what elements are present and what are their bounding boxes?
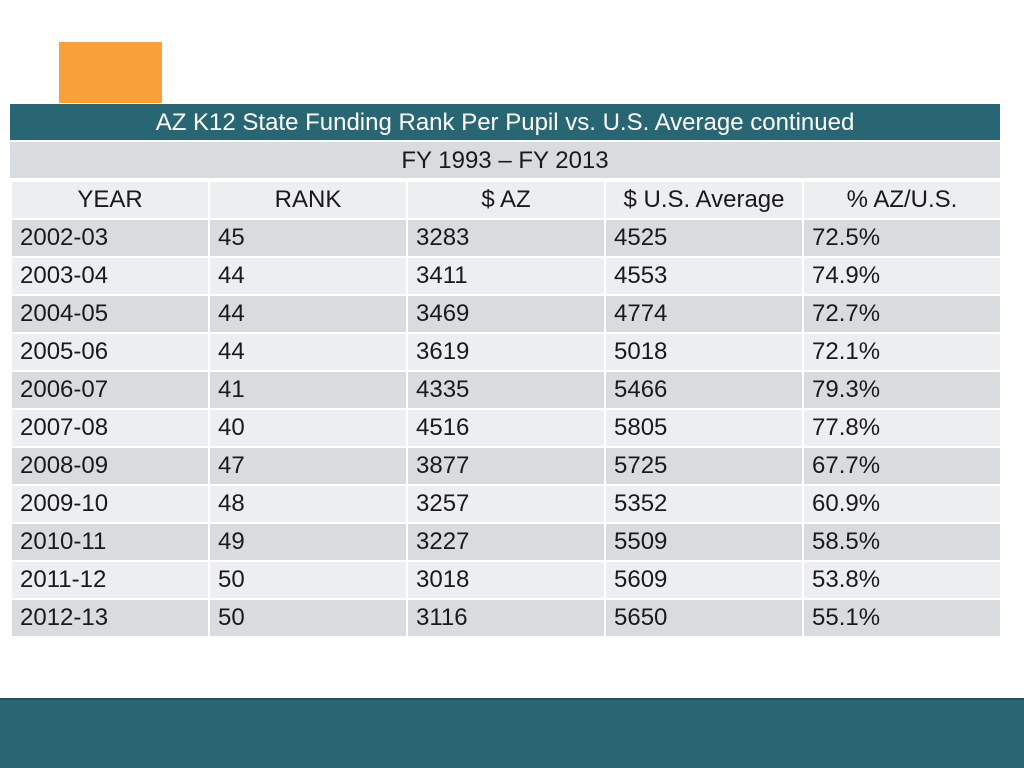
cell-percent: 72.7% xyxy=(802,294,1002,334)
cell-rank: 40 xyxy=(208,408,408,448)
cell-year: 2008-09 xyxy=(10,446,210,486)
cell-year: 2012-13 xyxy=(10,598,210,638)
cell-percent: 79.3% xyxy=(802,370,1002,410)
cell-percent: 77.8% xyxy=(802,408,1002,448)
cell-az: 4335 xyxy=(406,370,606,410)
cell-percent: 72.5% xyxy=(802,218,1002,258)
cell-percent: 58.5% xyxy=(802,522,1002,562)
accent-square xyxy=(59,42,162,103)
cell-year: 2005-06 xyxy=(10,332,210,372)
cell-az: 3116 xyxy=(406,598,606,638)
cell-percent: 67.7% xyxy=(802,446,1002,486)
cell-az: 3619 xyxy=(406,332,606,372)
table-row: 2003-04 44 3411 4553 74.9% xyxy=(10,256,1002,296)
table-row: 2012-13 50 3116 5650 55.1% xyxy=(10,598,1002,638)
cell-us-average: 5609 xyxy=(604,560,804,600)
cell-year: 2009-10 xyxy=(10,484,210,524)
cell-percent: 53.8% xyxy=(802,560,1002,600)
table-row: 2009-10 48 3257 5352 60.9% xyxy=(10,484,1002,524)
table-row: 2005-06 44 3619 5018 72.1% xyxy=(10,332,1002,372)
cell-rank: 44 xyxy=(208,256,408,296)
cell-rank: 44 xyxy=(208,294,408,334)
table-row: 2008-09 47 3877 5725 67.7% xyxy=(10,446,1002,486)
cell-year: 2006-07 xyxy=(10,370,210,410)
column-header-rank: RANK xyxy=(208,180,408,220)
table-row: 2011-12 50 3018 5609 53.8% xyxy=(10,560,1002,600)
cell-rank: 44 xyxy=(208,332,408,372)
cell-percent: 55.1% xyxy=(802,598,1002,638)
cell-us-average: 5805 xyxy=(604,408,804,448)
cell-az: 3227 xyxy=(406,522,606,562)
cell-percent: 72.1% xyxy=(802,332,1002,372)
cell-az: 3469 xyxy=(406,294,606,334)
cell-percent: 74.9% xyxy=(802,256,1002,296)
cell-us-average: 5352 xyxy=(604,484,804,524)
table-title: AZ K12 State Funding Rank Per Pupil vs. … xyxy=(10,104,1000,142)
table-subtitle: FY 1993 – FY 2013 xyxy=(10,142,1000,180)
column-header-us-average: $ U.S. Average xyxy=(604,180,804,220)
cell-year: 2011-12 xyxy=(10,560,210,600)
cell-year: 2003-04 xyxy=(10,256,210,296)
table-row: 2007-08 40 4516 5805 77.8% xyxy=(10,408,1002,448)
column-header-year: YEAR xyxy=(10,180,210,220)
cell-year: 2010-11 xyxy=(10,522,210,562)
cell-rank: 50 xyxy=(208,598,408,638)
cell-az: 3411 xyxy=(406,256,606,296)
cell-rank: 49 xyxy=(208,522,408,562)
cell-az: 4516 xyxy=(406,408,606,448)
cell-year: 2004-05 xyxy=(10,294,210,334)
footer-bar xyxy=(0,698,1024,768)
cell-rank: 47 xyxy=(208,446,408,486)
cell-us-average: 4774 xyxy=(604,294,804,334)
funding-table: AZ K12 State Funding Rank Per Pupil vs. … xyxy=(10,104,1002,638)
cell-us-average: 5725 xyxy=(604,446,804,486)
cell-rank: 41 xyxy=(208,370,408,410)
cell-year: 2007-08 xyxy=(10,408,210,448)
table-row: 2010-11 49 3227 5509 58.5% xyxy=(10,522,1002,562)
cell-us-average: 5509 xyxy=(604,522,804,562)
column-header-az-us-percent: % AZ/U.S. xyxy=(802,180,1002,220)
cell-az: 3018 xyxy=(406,560,606,600)
cell-percent: 60.9% xyxy=(802,484,1002,524)
table-row: 2006-07 41 4335 5466 79.3% xyxy=(10,370,1002,410)
table-row: 2004-05 44 3469 4774 72.7% xyxy=(10,294,1002,334)
cell-az: 3257 xyxy=(406,484,606,524)
cell-us-average: 4525 xyxy=(604,218,804,258)
table-row: 2002-03 45 3283 4525 72.5% xyxy=(10,218,1002,258)
cell-us-average: 4553 xyxy=(604,256,804,296)
cell-us-average: 5650 xyxy=(604,598,804,638)
cell-us-average: 5018 xyxy=(604,332,804,372)
cell-rank: 48 xyxy=(208,484,408,524)
cell-az: 3283 xyxy=(406,218,606,258)
data-table: YEAR RANK $ AZ $ U.S. Average % AZ/U.S. … xyxy=(10,180,1002,638)
cell-us-average: 5466 xyxy=(604,370,804,410)
cell-year: 2002-03 xyxy=(10,218,210,258)
cell-rank: 45 xyxy=(208,218,408,258)
header-row: YEAR RANK $ AZ $ U.S. Average % AZ/U.S. xyxy=(10,180,1002,220)
cell-rank: 50 xyxy=(208,560,408,600)
column-header-az: $ AZ xyxy=(406,180,606,220)
cell-az: 3877 xyxy=(406,446,606,486)
